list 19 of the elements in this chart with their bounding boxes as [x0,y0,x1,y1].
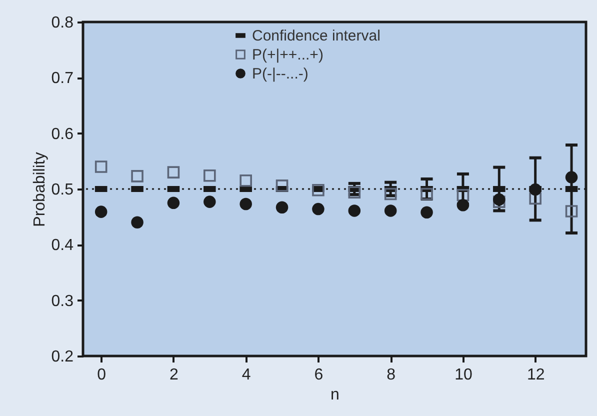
legend-label: Confidence interval [252,28,380,44]
x-tick-label: 10 [454,366,472,384]
legend-label: P(-|--...-) [252,66,308,82]
y-tick-label: 0.7 [51,70,74,88]
x-tick-label: 12 [526,366,545,384]
x-tick-label: 4 [242,366,251,384]
x-tick-label: 2 [170,366,179,384]
x-tick-label: 0 [97,366,106,384]
y-tick-label: 0.3 [51,292,74,310]
y-tick-label: 0.5 [51,182,74,198]
y-tick-label: 0.2 [51,348,74,366]
legend-label: P(+|++...+) [252,46,324,64]
y-tick-label: 0.6 [51,126,74,143]
x-axis-title: n [330,386,340,404]
y-tick-label: 0.8 [51,14,74,32]
x-tick-label: 8 [386,366,396,384]
y-tick-label: 0.4 [51,237,74,254]
x-tick-label: 6 [314,366,324,384]
y-axis-title: Probability [31,152,48,227]
